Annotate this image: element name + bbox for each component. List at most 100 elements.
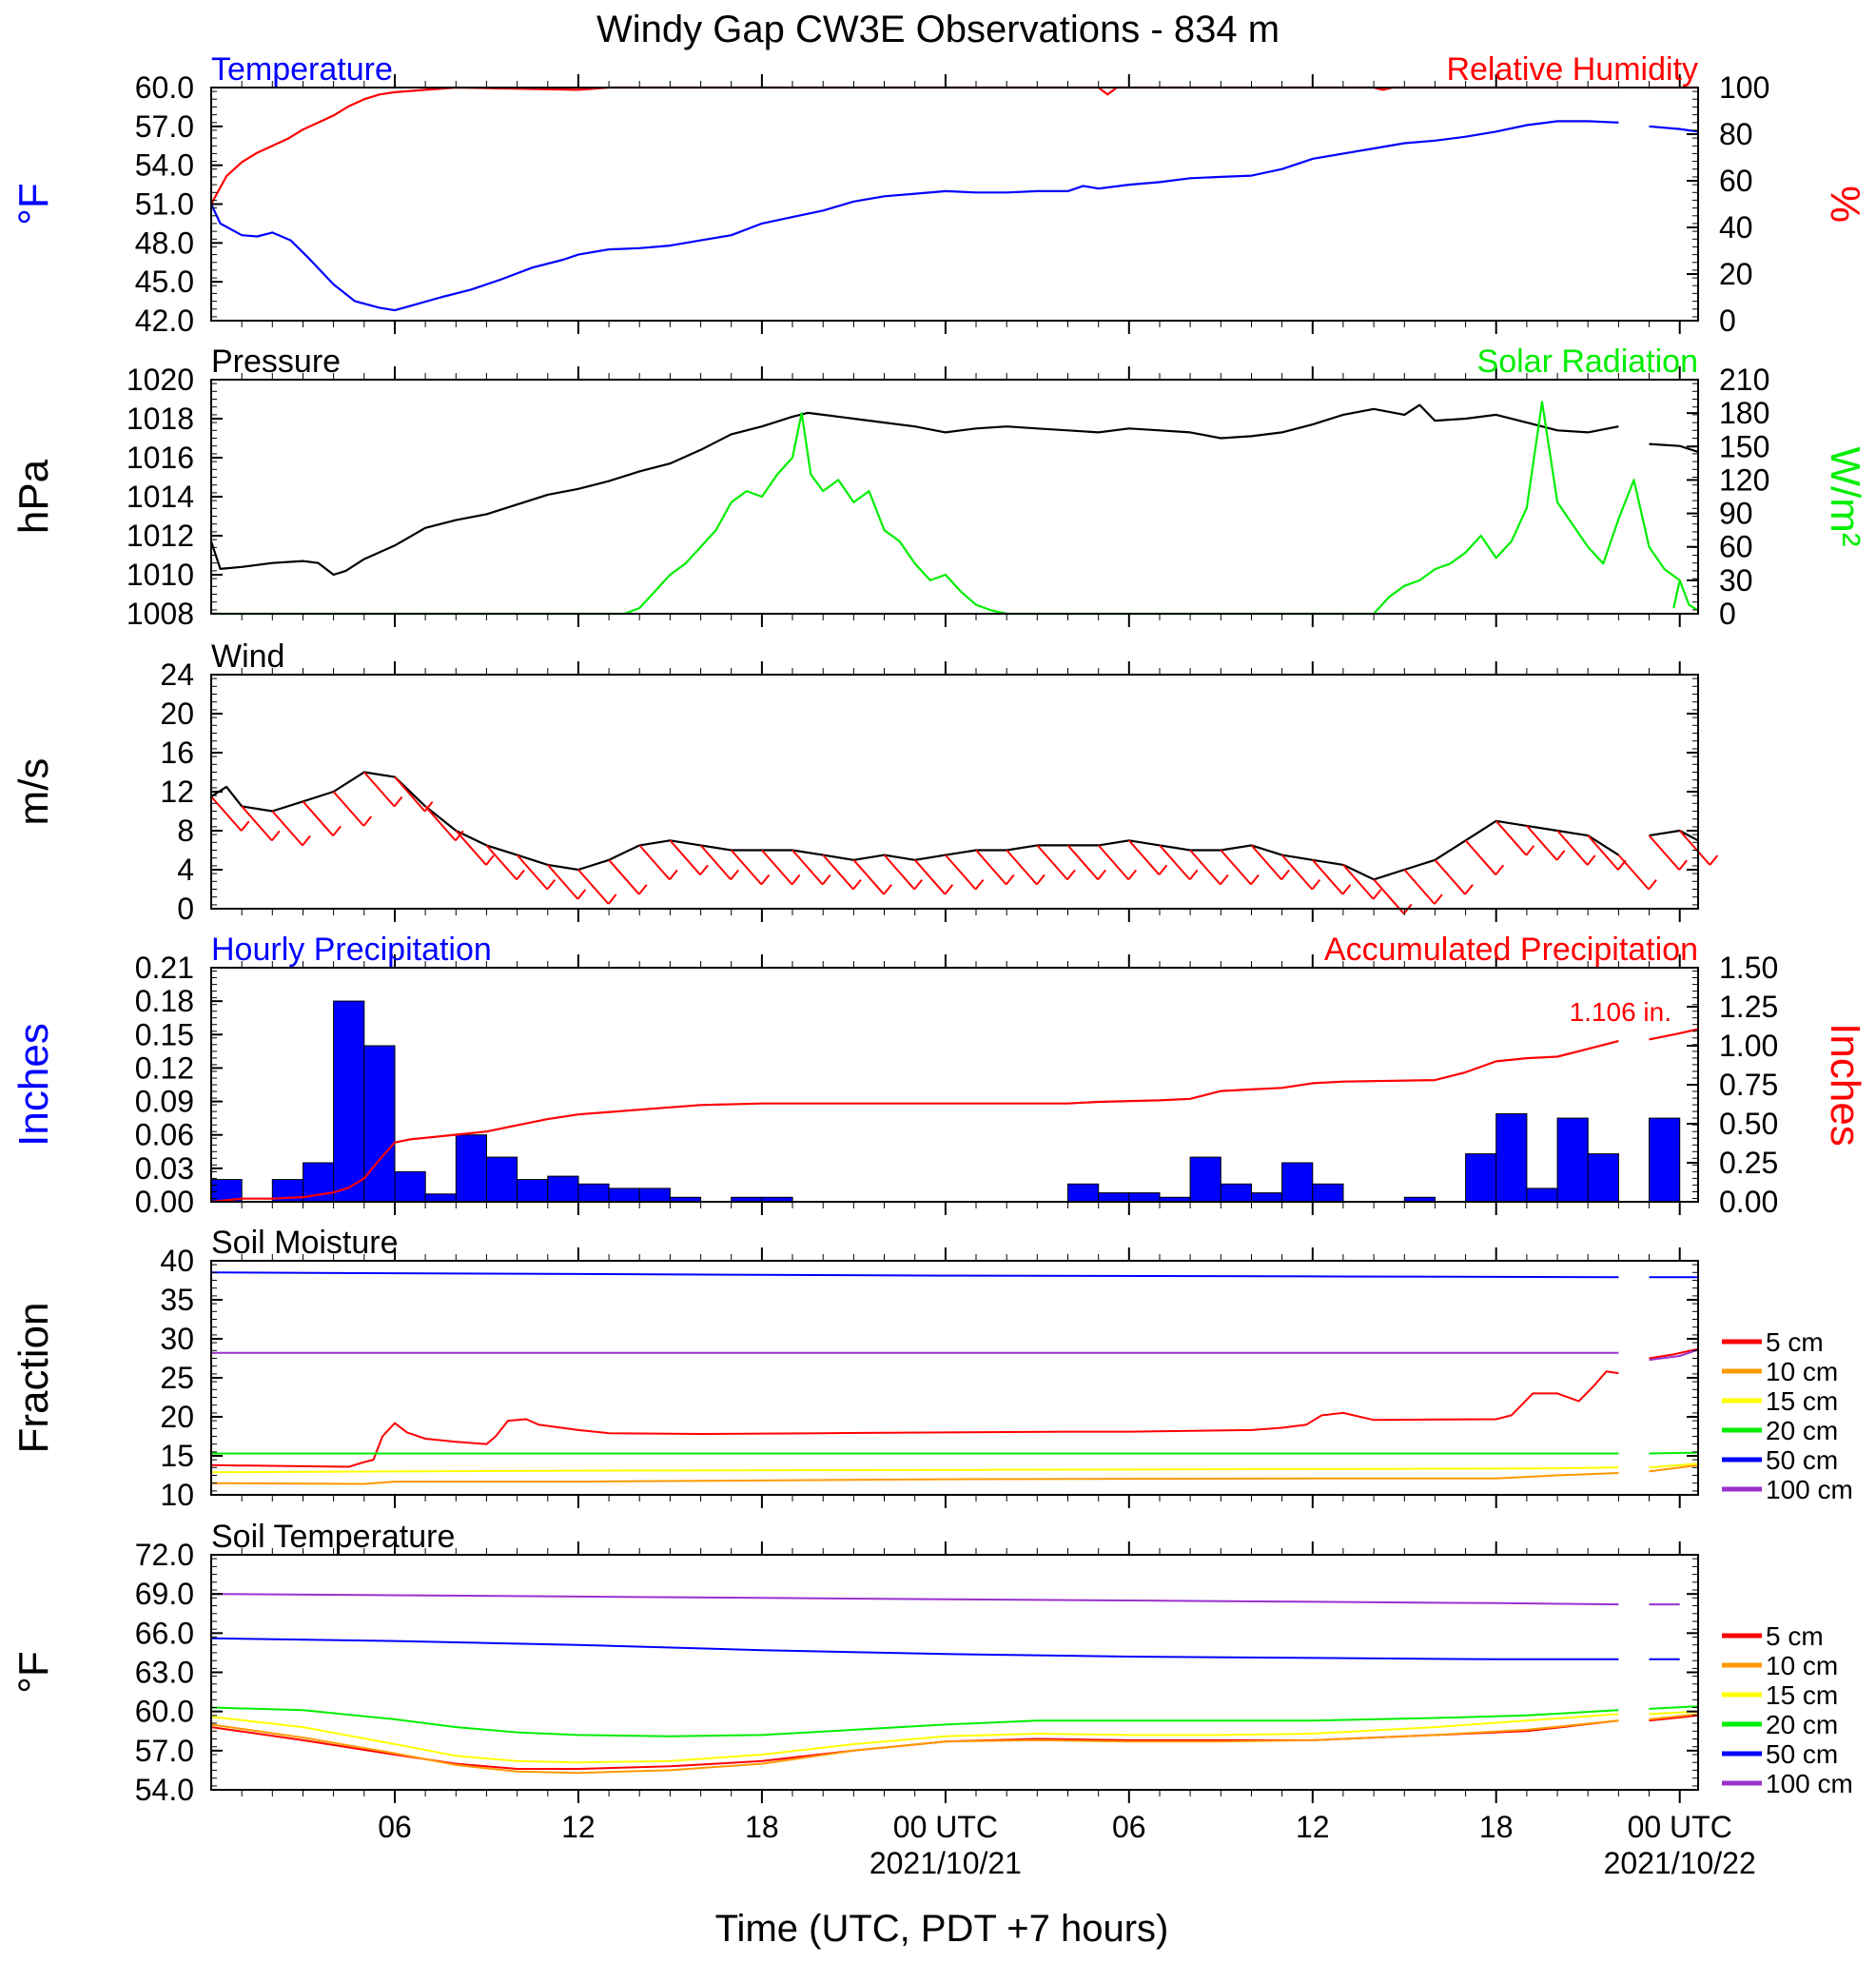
wind-barb-flag [240, 820, 250, 832]
legend-label: 100 cm [1766, 1769, 1853, 1798]
precip-bar [577, 1183, 610, 1203]
x-tick-label: 18 [745, 1810, 779, 1844]
wind-barb-flag [974, 878, 985, 891]
wind-barb [1312, 859, 1352, 895]
y-tick-label-left: 0.12 [135, 1050, 194, 1085]
soil_moisture-ylabel-left: Fraction [10, 1303, 57, 1454]
precip-bar [1128, 1192, 1161, 1203]
legend-label: 15 cm [1766, 1386, 1838, 1416]
wind-barb [577, 869, 617, 905]
wind-barb [913, 859, 954, 895]
y-tick-label-left: 1014 [127, 480, 194, 514]
y-tick-label-right: 180 [1719, 396, 1769, 430]
wind-barb [302, 800, 342, 836]
wind-barb-staff [1066, 844, 1099, 881]
precip-bar [1526, 1188, 1558, 1203]
wind-barb [1403, 869, 1443, 905]
precip-bar [1495, 1113, 1528, 1203]
y-tick-label-left: 60.0 [135, 1695, 194, 1729]
y-tick-label-left: 57.0 [135, 1734, 194, 1768]
precip-bar [608, 1188, 640, 1203]
wind-panel [210, 771, 1719, 914]
wind-barb-flag [1066, 869, 1076, 881]
wind-barb [1006, 849, 1045, 886]
y-tick-label-left: 12 [160, 775, 194, 809]
x-tick-label: 06 [378, 1810, 412, 1844]
wind-barb-staff [1434, 859, 1466, 895]
wind-barb [761, 849, 801, 886]
precipitation-title-left: Hourly Precipitation [211, 932, 492, 968]
precip-bar [485, 1156, 518, 1203]
temperature-series-line [210, 86, 1698, 206]
precip-bar [1587, 1153, 1619, 1203]
wind-barb-staff [1648, 834, 1680, 871]
soil_temperature-title-left: Soil Temperature [211, 1519, 455, 1555]
wind-barb-flag [699, 864, 709, 875]
wind-barb-flag [791, 874, 801, 886]
wind-barb [1066, 844, 1106, 881]
wind-barb [1128, 839, 1168, 875]
y-tick-label-left: 15 [160, 1439, 194, 1473]
wind-barb [1495, 820, 1535, 856]
soil_moisture-panel [210, 1271, 1699, 1485]
wind-barb-staff [699, 844, 732, 881]
precip-bar [363, 1045, 396, 1203]
wind-barb-staff [1587, 834, 1619, 871]
precipitation-series-line [210, 1028, 1699, 1204]
wind-barb-flag [516, 869, 525, 881]
y-tick-label-left: 20 [160, 697, 194, 731]
y-tick-label-left: 1018 [127, 402, 194, 436]
wind-barb [1159, 844, 1199, 881]
wind-barb [1250, 844, 1290, 881]
wind-barb-flag [821, 874, 831, 886]
wind-barb-staff [883, 854, 915, 891]
wind-barb [485, 844, 525, 881]
y-tick-label-left: 48.0 [135, 226, 194, 260]
15-cm-soil_moisture-series-line [210, 1462, 1699, 1474]
precip-bar [1312, 1183, 1344, 1203]
y-tick-label-left: 1012 [127, 519, 194, 553]
wind-barb-staff [332, 791, 365, 827]
legend-label: 5 cm [1766, 1327, 1824, 1357]
legend-label: 15 cm [1766, 1680, 1838, 1710]
y-tick-label-right: 1.00 [1719, 1029, 1778, 1063]
x-tick-label: 00 UTC [893, 1810, 998, 1844]
wind-barb-staff [424, 805, 457, 842]
wind-barb-flag [1005, 874, 1015, 886]
pressure-series-line [209, 403, 1699, 577]
wind-barb [852, 859, 892, 895]
wind-barb-staff [363, 771, 396, 808]
wind-barb [638, 844, 678, 881]
precip-bar [424, 1193, 457, 1203]
wind-barb-flag [393, 795, 403, 808]
legend-label: 100 cm [1766, 1475, 1853, 1504]
wind-barb [791, 849, 831, 886]
y-tick-label-left: 1016 [127, 441, 194, 475]
wind-barb [424, 805, 464, 842]
wind-barb [669, 839, 709, 875]
y-tick-label-right: 0 [1719, 597, 1736, 631]
wind-barb-flag [730, 869, 739, 881]
wind-barb-staff [791, 849, 824, 886]
temperature-frame [210, 87, 1699, 322]
wind-barb [241, 805, 281, 842]
wind-barb-staff [761, 849, 793, 886]
precip-bar [1556, 1117, 1589, 1203]
accumulated-total-label: 1.106 in. [1570, 997, 1671, 1027]
soil_temperature-ylabel-left: °F [10, 1651, 57, 1693]
legend-label: 20 cm [1766, 1710, 1838, 1739]
pressure-title-left: Pressure [211, 344, 341, 380]
wind-barb-staff [1006, 849, 1038, 886]
wind-barb [332, 791, 373, 827]
y-tick-label-left: 0.03 [135, 1151, 194, 1186]
temperature-panel [210, 86, 1699, 312]
wind-barb [822, 854, 862, 891]
wind-barb-flag [1220, 874, 1229, 886]
y-tick-label-right: 90 [1719, 497, 1753, 531]
y-tick-label-left: 45.0 [135, 265, 194, 299]
10-cm-soil_moisture-series-line [210, 1463, 1699, 1485]
wind-barb-staff [485, 844, 518, 881]
precip-bar [517, 1179, 549, 1203]
y-tick-label-left: 1008 [127, 597, 194, 631]
